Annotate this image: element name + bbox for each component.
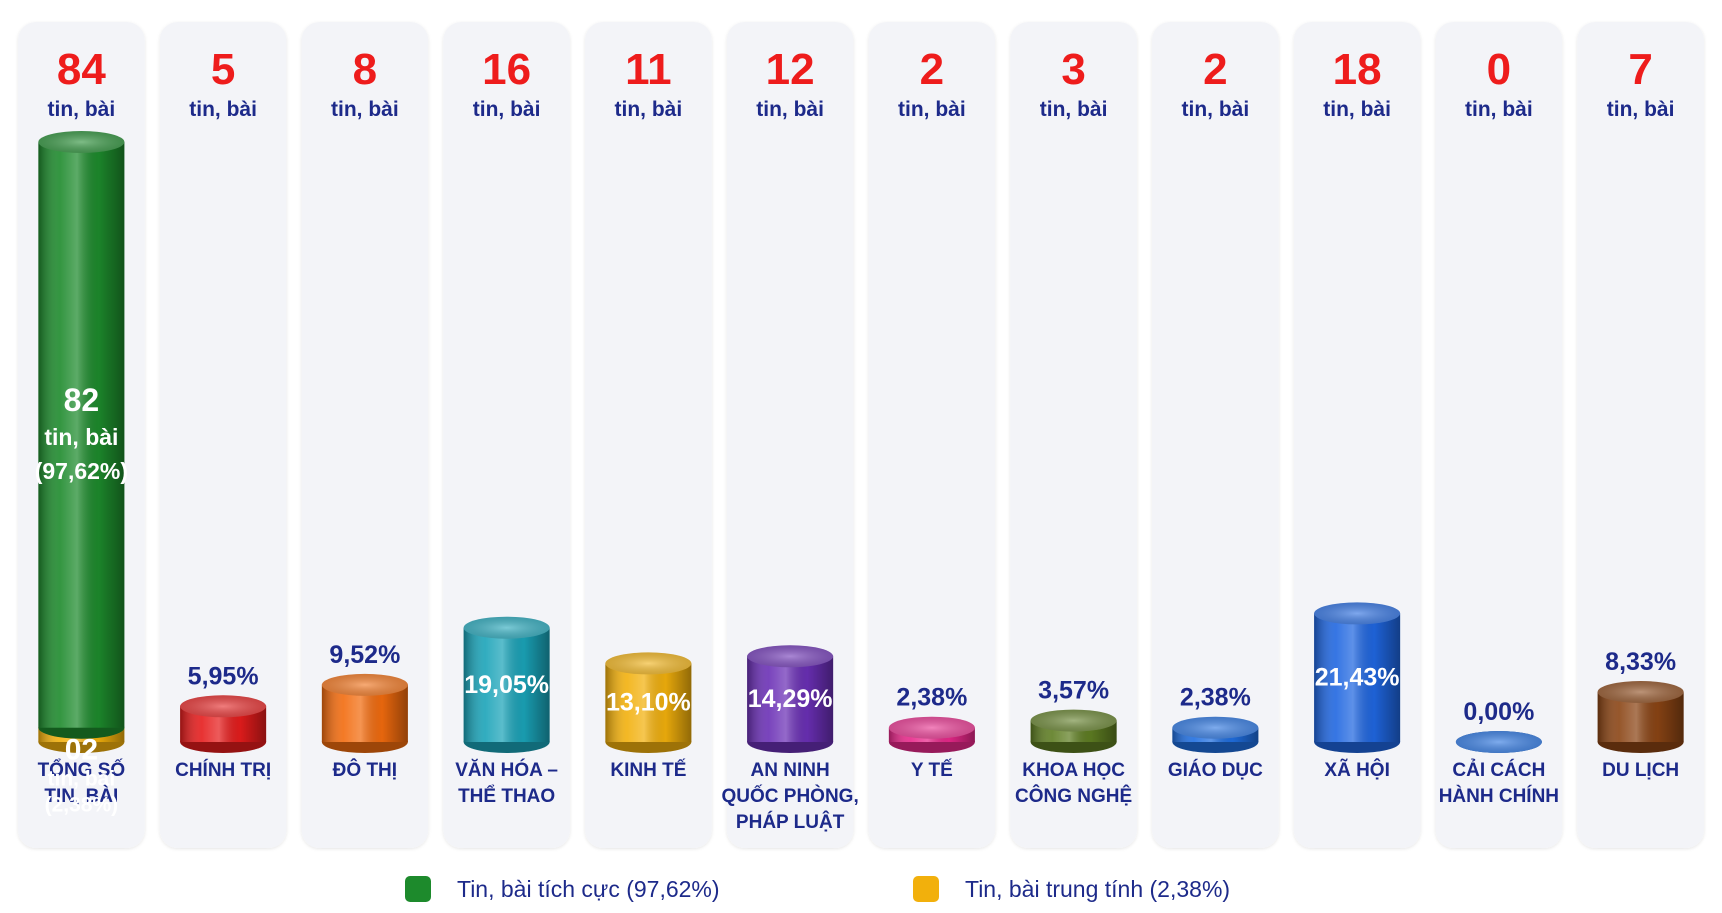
category-label: HÀNH CHÍNH bbox=[1439, 785, 1559, 807]
bar bbox=[1172, 716, 1259, 753]
category-label: Y TẾ bbox=[911, 759, 953, 781]
bar bbox=[888, 716, 975, 753]
unit-label: tin, bài bbox=[331, 98, 399, 121]
legend-swatch bbox=[913, 876, 939, 902]
positive-unit: tin, bài bbox=[44, 424, 118, 450]
category-label: CẢI CÁCH bbox=[1452, 759, 1545, 781]
column-panel bbox=[159, 22, 287, 848]
legend-label: Tin, bài trung tính (2,38%) bbox=[965, 876, 1230, 902]
percent-label: 5,95% bbox=[188, 662, 259, 690]
column-panels bbox=[18, 22, 1704, 848]
bar bbox=[605, 652, 692, 753]
count-label: 2 bbox=[1203, 45, 1227, 94]
category-label: CÔNG NGHỆ bbox=[1015, 785, 1132, 807]
category-label: DU LỊCH bbox=[1602, 760, 1679, 781]
category-label: THỂ THAO bbox=[458, 785, 555, 807]
count-label: 0 bbox=[1487, 45, 1511, 94]
column-panel bbox=[1577, 22, 1704, 848]
positive-percent: (97,62%) bbox=[35, 458, 128, 484]
positive-count: 82 bbox=[64, 382, 100, 418]
percent-label: 13,10% bbox=[606, 689, 691, 717]
count-label: 11 bbox=[625, 45, 672, 94]
unit-label: tin, bài bbox=[1323, 98, 1391, 121]
bar bbox=[321, 673, 408, 753]
percent-label: 0,00% bbox=[1463, 698, 1534, 726]
legend-item: Tin, bài tích cực (97,62%) bbox=[405, 876, 720, 902]
unit-label: tin, bài bbox=[473, 98, 541, 121]
column-panel bbox=[868, 22, 996, 848]
legend: Tin, bài tích cực (97,62%) Tin, bài trung… bbox=[405, 876, 1230, 902]
column-panel bbox=[1010, 22, 1137, 848]
bar bbox=[1030, 709, 1117, 753]
percent-label: 3,57% bbox=[1038, 677, 1109, 705]
category-label: KINH TẾ bbox=[610, 759, 686, 781]
unit-label: tin, bài bbox=[756, 98, 824, 121]
category-label: VĂN HÓA – bbox=[455, 759, 558, 781]
neutral-percent: (2,38%) bbox=[45, 794, 119, 817]
column-panel bbox=[1152, 22, 1279, 848]
count-label: 8 bbox=[353, 45, 377, 94]
count-label: 5 bbox=[211, 45, 235, 94]
column-panel bbox=[1435, 22, 1563, 848]
category-label: AN NINH bbox=[751, 760, 830, 781]
category-label: PHÁP LUẬT bbox=[736, 811, 845, 833]
unit-label: tin, bài bbox=[615, 98, 683, 121]
count-label: 3 bbox=[1061, 45, 1085, 94]
bar bbox=[180, 695, 267, 753]
legend-item: Tin, bài trung tính (2,38%) bbox=[913, 876, 1230, 902]
bar bbox=[747, 645, 834, 753]
count-label: 2 bbox=[920, 45, 944, 94]
category-label: XÃ HỘI bbox=[1324, 759, 1389, 781]
column-panel bbox=[726, 22, 854, 848]
count-label: 84 bbox=[57, 45, 106, 94]
unit-label: tin, bài bbox=[1465, 98, 1533, 121]
count-label: 7 bbox=[1628, 45, 1652, 94]
category-label: QUỐC PHÒNG, bbox=[722, 785, 859, 807]
percent-label: 8,33% bbox=[1605, 648, 1676, 676]
bar bbox=[1455, 731, 1542, 753]
category-label: KHOA HỌC bbox=[1022, 760, 1125, 781]
percent-label: 14,29% bbox=[748, 685, 833, 713]
category-label: GIÁO DỤC bbox=[1168, 759, 1263, 781]
bar-total-positive bbox=[38, 131, 125, 739]
legend-swatch bbox=[405, 876, 431, 902]
bar bbox=[1597, 681, 1684, 753]
unit-label: tin, bài bbox=[1182, 98, 1250, 121]
percent-label: 9,52% bbox=[329, 641, 400, 669]
bars bbox=[38, 131, 1684, 753]
column-panel bbox=[301, 22, 429, 848]
unit-label: tin, bài bbox=[189, 98, 257, 121]
neutral-count: 02 bbox=[65, 734, 98, 767]
bar bbox=[1314, 602, 1401, 753]
percent-label: 19,05% bbox=[464, 671, 549, 699]
unit-label: tin, bài bbox=[1607, 98, 1675, 121]
percent-label: 2,38% bbox=[1180, 684, 1251, 712]
bar bbox=[463, 616, 550, 753]
column-panel bbox=[585, 22, 712, 848]
legend-label: Tin, bài tích cực (97,62%) bbox=[457, 876, 720, 902]
category-label: TIN, BÀI bbox=[44, 785, 118, 807]
unit-label: tin, bài bbox=[898, 98, 966, 121]
percent-label: 21,43% bbox=[1315, 664, 1400, 692]
count-label: 18 bbox=[1333, 45, 1382, 94]
unit-label: tin, bài bbox=[48, 98, 116, 121]
count-label: 12 bbox=[766, 45, 815, 94]
neutral-unit: tin, bài bbox=[48, 768, 116, 791]
percent-label: 2,38% bbox=[896, 684, 967, 712]
unit-label: tin, bài bbox=[1040, 98, 1108, 121]
category-label: ĐÔ THỊ bbox=[333, 759, 397, 781]
category-label: CHÍNH TRỊ bbox=[175, 759, 271, 781]
count-label: 16 bbox=[482, 45, 531, 94]
category-label: TỔNG SỐ bbox=[38, 759, 126, 781]
